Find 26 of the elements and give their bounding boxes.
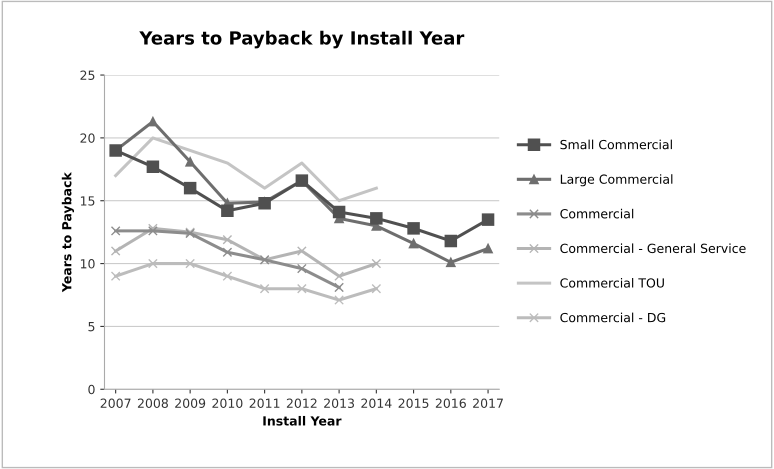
y-axis-title: Years to Payback	[62, 172, 74, 292]
x-tick-label: 2015	[398, 398, 428, 408]
y-tick-label: 0	[88, 384, 95, 394]
legend-label: Commercial - General Service	[560, 243, 746, 254]
x-tick-label: 2010	[212, 398, 242, 408]
legend-label: Large Commercial	[560, 174, 672, 186]
y-tick-label: 5	[88, 322, 94, 332]
x-tick-label: 2008	[138, 398, 168, 408]
x-tick-label: 2011	[250, 398, 280, 408]
y-tick-label: 25	[80, 70, 94, 80]
x-tick-label: 2009	[175, 398, 206, 408]
y-tick-label: 20	[80, 133, 95, 143]
x-tick-label: 2007	[100, 398, 130, 408]
x-tick-label: 2014	[361, 398, 392, 408]
x-tick-label: 2017	[473, 398, 503, 408]
x-tick-label: 2012	[286, 398, 317, 408]
legend-label: Commercial TOU	[560, 278, 664, 288]
y-tick-label: 15	[80, 196, 94, 206]
chart-title: Years to Payback by Install Year	[139, 30, 464, 48]
legend-label: Commercial	[560, 208, 634, 218]
x-tick-label: 2016	[436, 398, 466, 408]
legend-label: Small Commercial	[560, 140, 672, 150]
y-tick-label: 10	[80, 259, 95, 269]
x-tick-label: 2013	[324, 398, 354, 408]
x-axis-title: Install Year	[263, 416, 342, 426]
legend-label: Commercial - DG	[560, 312, 666, 322]
